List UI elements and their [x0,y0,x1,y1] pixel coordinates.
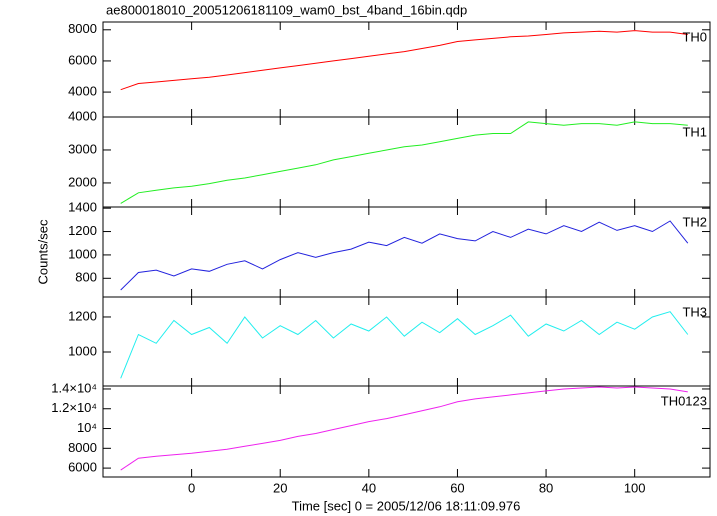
x-tick-label: 20 [273,480,287,495]
x-tick-label: 80 [539,480,553,495]
y-tick-label: 4000 [68,108,97,123]
data-line [120,121,688,204]
x-tick-label: 100 [624,480,646,495]
panel-frame [102,116,711,208]
data-line [120,386,688,471]
series-label: TH0 [682,29,707,44]
y-tick-label: 6000 [68,52,97,67]
y-tick-label: 1000 [68,246,97,261]
y-tick-label: 3000 [68,141,97,156]
panel-frame [102,21,711,118]
data-line [120,220,689,291]
data-line [120,30,688,91]
y-tick-label: 10⁴ [77,420,97,435]
x-axis-label: Time [sec] 0 = 2005/12/06 18:11:09.976 [292,498,521,513]
data-line [120,311,689,379]
y-tick-label: 1.4×10⁴ [51,380,97,395]
y-tick-label: 8000 [68,440,97,455]
x-tick-label: 0 [188,480,195,495]
x-tick-label: 60 [450,480,464,495]
series-label: TH1 [682,124,707,139]
series-label: TH2 [682,214,707,229]
chart-title: ae800018010_20051206181109_wam0_bst_4ban… [106,2,467,17]
y-tick-label: 1.2×10⁴ [51,400,97,415]
x-tick-label: 40 [362,480,376,495]
y-tick-label: 2000 [68,174,97,189]
series-label: TH3 [682,304,707,319]
series-label: TH0123 [661,393,707,408]
y-axis-label: Counts/sec [35,219,50,285]
y-tick-label: 1000 [68,343,97,358]
y-tick-label: 1200 [68,308,97,323]
y-tick-label: 8000 [68,21,97,36]
panel-frame [102,296,711,387]
y-tick-label: 800 [75,270,97,285]
y-tick-label: 4000 [68,84,97,99]
panel-frame [102,385,711,478]
y-tick-label: 6000 [68,460,97,475]
y-tick-label: 1200 [68,223,97,238]
panel-frame [102,206,711,298]
y-tick-label: 1400 [68,200,97,215]
